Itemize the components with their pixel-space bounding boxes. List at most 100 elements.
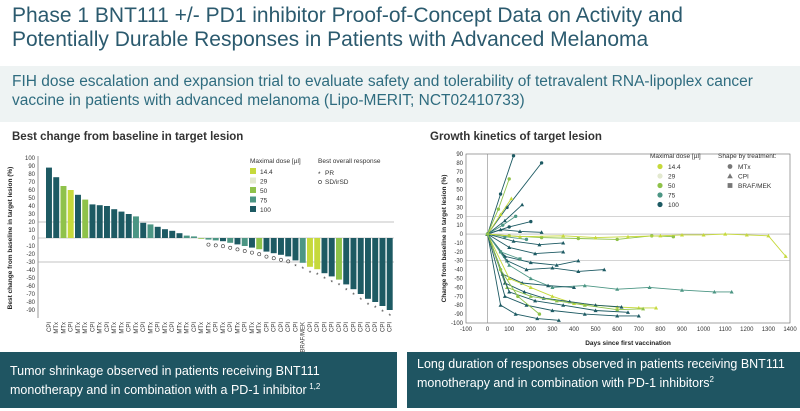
waterfall-y-tick-label: 20 bbox=[28, 220, 35, 226]
kinetics-point bbox=[550, 265, 555, 270]
waterfall-bar bbox=[227, 238, 234, 243]
waterfall-y-tick-label: 0 bbox=[32, 236, 36, 242]
kinetics-chart-title: Growth kinetics of target lesion bbox=[430, 131, 602, 143]
kinetics-point bbox=[550, 294, 555, 298]
waterfall-y-tick-label: 10 bbox=[28, 228, 35, 234]
kinetics-point bbox=[537, 312, 542, 316]
kinetics-x-tick-label: 0 bbox=[486, 327, 490, 333]
waterfall-bar bbox=[183, 235, 190, 238]
waterfall-bar bbox=[118, 211, 125, 238]
kinetics-y-tick-label: -60 bbox=[454, 285, 463, 291]
waterfall-pr-marker: * bbox=[352, 292, 355, 299]
kinetics-point bbox=[498, 212, 503, 217]
kinetics-point bbox=[561, 240, 566, 245]
kinetics-x-tick-label: 700 bbox=[634, 327, 645, 333]
kinetics-point bbox=[576, 236, 581, 241]
kinetics-point bbox=[744, 232, 749, 237]
kinetics-point bbox=[528, 285, 533, 290]
kinetics-dose-swatch bbox=[657, 173, 663, 179]
waterfall-bar bbox=[75, 194, 81, 238]
waterfall-bar bbox=[292, 238, 299, 261]
waterfall-x-tick-label: MTx bbox=[206, 322, 212, 334]
waterfall-bar bbox=[372, 238, 379, 302]
kinetics-point bbox=[507, 263, 512, 267]
kinetics-series-line bbox=[487, 233, 629, 313]
kinetics-series-line bbox=[487, 233, 564, 255]
kinetics-point bbox=[729, 289, 734, 294]
waterfall-dose-swatch bbox=[250, 177, 256, 184]
kinetics-point bbox=[528, 260, 533, 265]
kinetics-dose-legend-label: 100 bbox=[668, 202, 679, 209]
kinetics-series-line bbox=[487, 233, 732, 293]
waterfall-bar bbox=[198, 238, 205, 239]
waterfall-x-tick-label: MTx bbox=[250, 322, 256, 334]
waterfall-x-tick-label: MTx bbox=[221, 322, 227, 334]
kinetics-point bbox=[615, 313, 620, 318]
waterfall-bar bbox=[285, 238, 292, 257]
kinetics-point bbox=[593, 235, 598, 240]
kinetics-point bbox=[582, 312, 587, 316]
waterfall-bar bbox=[336, 238, 342, 280]
waterfall-x-tick-label: CPI bbox=[351, 322, 357, 332]
kinetics-y-tick-label: 30 bbox=[456, 205, 463, 211]
waterfall-bar bbox=[53, 177, 60, 238]
waterfall-bar bbox=[220, 238, 226, 242]
kinetics-point bbox=[496, 207, 501, 211]
waterfall-y-tick-label: -50 bbox=[26, 276, 35, 282]
waterfall-pr-marker: * bbox=[309, 270, 312, 277]
kinetics-point bbox=[533, 298, 538, 303]
right-caption-box: Long duration of responses observed in p… bbox=[407, 352, 800, 408]
kinetics-series-line bbox=[487, 162, 542, 235]
kinetics-point bbox=[520, 202, 525, 207]
kinetics-point bbox=[528, 276, 533, 281]
kinetics-point bbox=[498, 250, 503, 254]
waterfall-sd-marker bbox=[279, 257, 283, 262]
waterfall-y-tick-label: -60 bbox=[26, 284, 35, 290]
kinetics-point bbox=[498, 227, 503, 232]
waterfall-pr-marker: * bbox=[330, 279, 333, 286]
kinetics-shape-legend-label: MTx bbox=[738, 164, 751, 171]
waterfall-y-tick-label: -20 bbox=[26, 252, 35, 258]
kinetics-x-tick-label: 500 bbox=[591, 327, 602, 333]
kinetics-shape-legend-label: BRAF/MEK bbox=[738, 183, 772, 190]
waterfall-y-tick-label: 50 bbox=[28, 196, 35, 202]
kinetics-dose-legend-label: 29 bbox=[668, 174, 676, 181]
kinetics-point bbox=[582, 283, 587, 288]
waterfall-x-tick-label: CPI bbox=[170, 322, 176, 332]
kinetics-point bbox=[511, 154, 516, 158]
waterfall-dose-legend-label: 29 bbox=[260, 179, 268, 186]
kinetics-series-line bbox=[487, 233, 787, 257]
waterfall-bar bbox=[125, 214, 132, 238]
kinetics-series-line bbox=[487, 233, 540, 315]
waterfall-x-tick-label: CPI bbox=[293, 322, 299, 332]
waterfall-pr-legend-symbol: * bbox=[318, 171, 321, 178]
waterfall-bar bbox=[176, 233, 183, 238]
waterfall-x-tick-label: MTx bbox=[83, 322, 89, 334]
waterfall-bar bbox=[133, 216, 139, 238]
waterfall-y-tick-label: -80 bbox=[26, 300, 35, 306]
kinetics-series-line bbox=[487, 229, 542, 235]
kinetics-point bbox=[509, 196, 514, 201]
waterfall-bar bbox=[263, 238, 270, 252]
kinetics-point bbox=[507, 289, 512, 294]
kinetics-point bbox=[507, 276, 512, 281]
waterfall-bar bbox=[343, 238, 350, 285]
waterfall-x-tick-label: CPI bbox=[228, 322, 234, 332]
waterfall-y-tick-label: 30 bbox=[28, 212, 35, 218]
waterfall-sd-legend-symbol bbox=[318, 180, 322, 184]
waterfall-bar bbox=[162, 229, 168, 238]
waterfall-bar bbox=[321, 238, 328, 274]
kinetics-point bbox=[576, 269, 581, 274]
waterfall-x-tick-label: CPI bbox=[330, 322, 336, 332]
waterfall-bar bbox=[241, 238, 248, 246]
kinetics-point bbox=[783, 254, 788, 258]
waterfall-bar bbox=[111, 209, 118, 238]
kinetics-plot-frame bbox=[465, 153, 791, 324]
kinetics-point bbox=[524, 267, 529, 272]
kinetics-point bbox=[723, 232, 728, 236]
waterfall-bar bbox=[169, 230, 176, 238]
page-title: Phase 1 BNT111 +/- PD1 inhibitor Proof-o… bbox=[12, 4, 792, 52]
kinetics-x-tick-label: 1100 bbox=[719, 327, 733, 333]
waterfall-x-tick-label: CPI bbox=[264, 322, 270, 332]
kinetics-x-tick-label: 600 bbox=[612, 327, 623, 333]
